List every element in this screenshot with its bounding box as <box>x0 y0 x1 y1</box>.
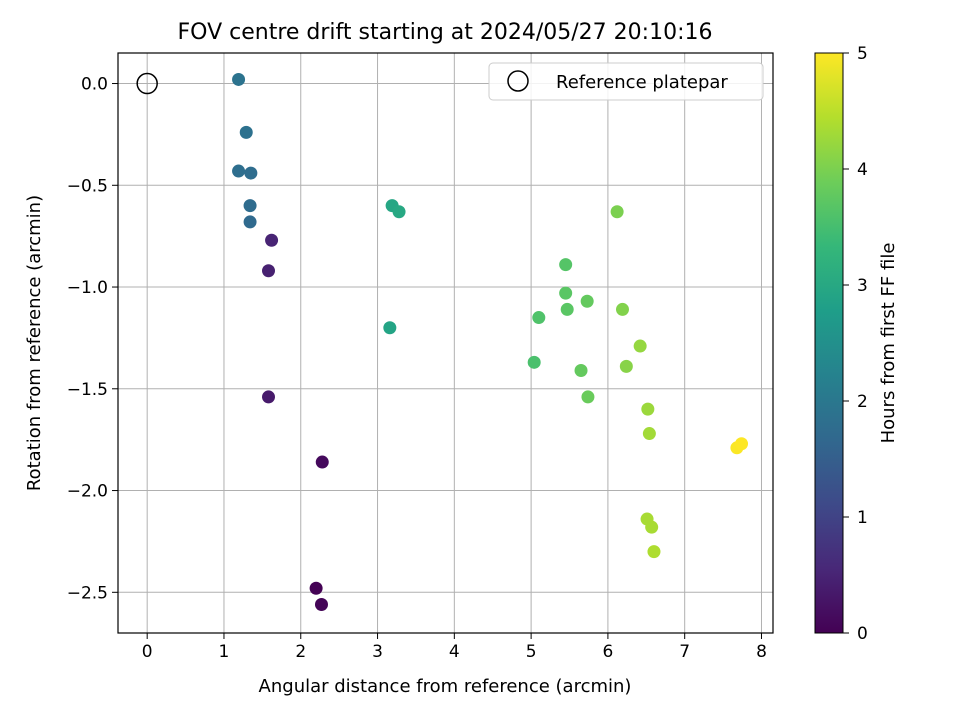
data-point <box>560 302 574 316</box>
data-point <box>392 205 406 219</box>
data-point <box>559 286 573 300</box>
legend: Reference platepar <box>488 62 764 101</box>
x-tick-label: 6 <box>602 642 613 662</box>
data-point <box>610 205 624 219</box>
x-axis-label: Angular distance from reference (arcmin) <box>259 676 632 697</box>
data-point <box>265 233 279 247</box>
y-tick-label: −2.5 <box>67 583 108 603</box>
data-point <box>232 72 246 86</box>
data-point <box>615 302 629 316</box>
legend-marker-icon <box>507 70 529 92</box>
data-point <box>580 294 594 308</box>
data-point <box>243 215 257 229</box>
x-tick-label: 8 <box>756 642 767 662</box>
plot-frame <box>117 52 774 634</box>
x-tick-label: 7 <box>679 642 690 662</box>
data-point <box>581 390 595 404</box>
y-axis-ticks: 0.0 −0.5 −1.0 −1.5 −2.0 −2.5 <box>67 75 118 603</box>
data-point <box>262 264 276 278</box>
data-points <box>232 72 749 612</box>
y-tick-label: 0.0 <box>81 75 108 95</box>
data-point <box>641 402 655 416</box>
x-tick-label: 3 <box>372 642 383 662</box>
colorbar-tick-label: 5 <box>857 44 868 64</box>
colorbar-tick-label: 2 <box>857 392 868 412</box>
x-tick-label: 2 <box>295 642 306 662</box>
y-tick-label: −1.0 <box>67 278 108 298</box>
data-point <box>244 166 258 180</box>
data-point <box>735 437 749 451</box>
data-point <box>232 164 246 178</box>
colorbar <box>814 52 844 634</box>
colorbar-tick-label: 3 <box>857 276 868 296</box>
legend-box <box>488 62 764 101</box>
data-point <box>645 520 659 534</box>
y-axis-label: Rotation from reference (arcmin) <box>24 195 45 491</box>
x-tick-label: 5 <box>526 642 537 662</box>
data-point <box>642 427 656 441</box>
data-point <box>619 359 633 373</box>
y-tick-label: −0.5 <box>67 176 108 196</box>
colorbar-tick-label: 0 <box>857 624 868 644</box>
data-point <box>314 598 328 612</box>
data-point <box>262 390 276 404</box>
data-point <box>309 581 323 595</box>
y-tick-label: −1.5 <box>67 380 108 400</box>
x-tick-label: 0 <box>142 642 153 662</box>
data-point <box>559 258 573 272</box>
y-tick-label: −2.0 <box>67 482 108 502</box>
x-tick-label: 4 <box>449 642 460 662</box>
colorbar-ticks: 0 1 2 3 4 5 <box>843 44 868 644</box>
data-point <box>647 545 661 559</box>
data-point <box>383 321 397 335</box>
colorbar-tick-label: 4 <box>857 160 868 180</box>
data-point <box>633 339 647 353</box>
data-point <box>527 355 541 369</box>
colorbar-tick-label: 1 <box>857 508 868 528</box>
data-point <box>574 363 588 377</box>
data-point <box>239 125 253 139</box>
chart-title: FOV centre drift starting at 2024/05/27 … <box>178 20 713 45</box>
colorbar-label: Hours from first FF file <box>878 243 899 444</box>
x-tick-label: 1 <box>219 642 230 662</box>
data-point <box>243 199 257 213</box>
x-axis-ticks: 0 1 2 3 4 5 6 7 8 <box>142 633 767 662</box>
reference-platepar-marker <box>136 72 158 95</box>
data-point <box>532 311 546 325</box>
grid-lines <box>118 53 773 633</box>
legend-label: Reference platepar <box>556 72 728 93</box>
data-point <box>315 455 329 469</box>
